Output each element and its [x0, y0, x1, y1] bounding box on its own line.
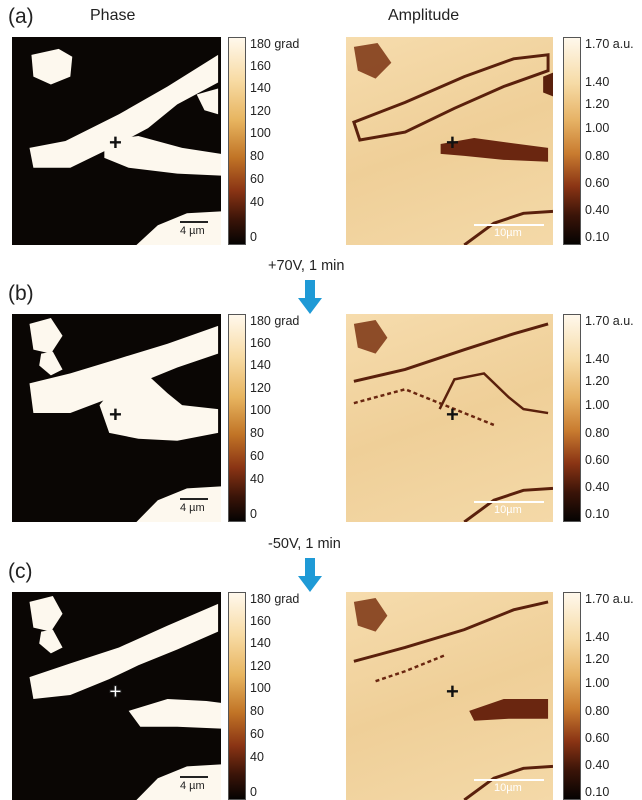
phase-header: Phase [90, 7, 136, 24]
phase-map: 4 µm [12, 592, 221, 800]
measurement-marker: + [109, 130, 122, 155]
scale-bar [474, 779, 544, 781]
colorbar-tick: 100 [250, 681, 271, 695]
colorbar-tick: 1.00 [585, 676, 610, 690]
measurement-marker: + [109, 679, 123, 704]
colorbar-tick: 40 [250, 195, 264, 209]
colorbar-tick: 160 [250, 59, 271, 73]
panel-label: (a) [8, 5, 34, 28]
scale-bar [180, 221, 208, 223]
amplitude-colorbar [563, 592, 581, 800]
panel-label: (c) [8, 560, 33, 583]
arrow-down-icon [298, 280, 322, 314]
colorbar-tick: 100 [250, 126, 271, 140]
measurement-marker: + [109, 402, 122, 427]
amplitude-colorbar [563, 37, 581, 245]
scale-bar-label: 10µm [494, 782, 522, 794]
arrow-down-icon [298, 558, 322, 592]
colorbar-tick: 0.40 [585, 758, 610, 772]
colorbar-tick: 80 [250, 704, 264, 718]
colorbar-tick: 140 [250, 358, 271, 372]
colorbar-tick: 0 [250, 507, 257, 521]
scale-bar-label: 10µm [494, 504, 522, 516]
phase-colorbar [228, 592, 246, 800]
colorbar-tick: 1.40 [585, 75, 610, 89]
colorbar-tick: 120 [250, 381, 271, 395]
colorbar-tick: 180 grad [250, 592, 300, 606]
colorbar-tick: 0.10 [585, 230, 610, 244]
colorbar-tick: 0.80 [585, 704, 610, 718]
colorbar-tick: 160 [250, 614, 271, 628]
colorbar-tick: 80 [250, 149, 264, 163]
step-label-2: -50V, 1 min [268, 536, 341, 552]
amplitude-map: 10µm [346, 37, 553, 245]
amplitude-map: 10µm [346, 592, 553, 800]
colorbar-tick: 1.70 a.u. [585, 314, 634, 328]
colorbar-tick: 1.20 [585, 374, 610, 388]
scale-bar-label: 10µm [494, 227, 522, 239]
measurement-marker: + [446, 130, 459, 155]
phase-map: 4 µm [12, 37, 221, 245]
colorbar-tick: 120 [250, 659, 271, 673]
measurement-marker: + [446, 402, 459, 427]
colorbar-tick: 160 [250, 336, 271, 350]
colorbar-tick: 80 [250, 426, 264, 440]
phase-map: 4 µm [12, 314, 221, 522]
measurement-marker: + [446, 679, 459, 704]
phase-colorbar [228, 314, 246, 522]
colorbar-tick: 1.00 [585, 398, 610, 412]
scale-bar-label: 4 µm [180, 502, 205, 514]
scale-bar [180, 776, 208, 778]
colorbar-tick: 1.40 [585, 630, 610, 644]
colorbar-tick: 180 grad [250, 314, 300, 328]
scale-bar [474, 501, 544, 503]
colorbar-tick: 180 grad [250, 37, 300, 51]
colorbar-tick: 0 [250, 785, 257, 799]
colorbar-tick: 60 [250, 449, 264, 463]
colorbar-tick: 1.20 [585, 97, 610, 111]
colorbar-tick: 1.00 [585, 121, 610, 135]
colorbar-tick: 0 [250, 230, 257, 244]
colorbar-tick: 100 [250, 403, 271, 417]
colorbar-tick: 0.40 [585, 203, 610, 217]
colorbar-tick: 0.10 [585, 507, 610, 521]
colorbar-tick: 40 [250, 472, 264, 486]
colorbar-tick: 140 [250, 81, 271, 95]
scale-bar-label: 4 µm [180, 780, 205, 792]
colorbar-tick: 0.80 [585, 426, 610, 440]
colorbar-tick: 60 [250, 727, 264, 741]
step-label-1: +70V, 1 min [268, 258, 345, 274]
colorbar-tick: 1.40 [585, 352, 610, 366]
scale-bar [474, 224, 544, 226]
phase-colorbar [228, 37, 246, 245]
colorbar-tick: 140 [250, 636, 271, 650]
colorbar-tick: 1.70 a.u. [585, 37, 634, 51]
amplitude-map: 10µm [346, 314, 553, 522]
colorbar-tick: 0.10 [585, 785, 610, 799]
colorbar-tick: 0.60 [585, 731, 610, 745]
amplitude-colorbar [563, 314, 581, 522]
colorbar-tick: 1.70 a.u. [585, 592, 634, 606]
colorbar-tick: 60 [250, 172, 264, 186]
colorbar-tick: 1.20 [585, 652, 610, 666]
colorbar-tick: 0.60 [585, 453, 610, 467]
colorbar-tick: 0.60 [585, 176, 610, 190]
scale-bar [180, 498, 208, 500]
amplitude-header: Amplitude [388, 7, 460, 24]
colorbar-tick: 40 [250, 750, 264, 764]
scale-bar-label: 4 µm [180, 225, 205, 237]
colorbar-tick: 0.80 [585, 149, 610, 163]
panel-label: (b) [8, 282, 34, 305]
colorbar-tick: 120 [250, 104, 271, 118]
colorbar-tick: 0.40 [585, 480, 610, 494]
